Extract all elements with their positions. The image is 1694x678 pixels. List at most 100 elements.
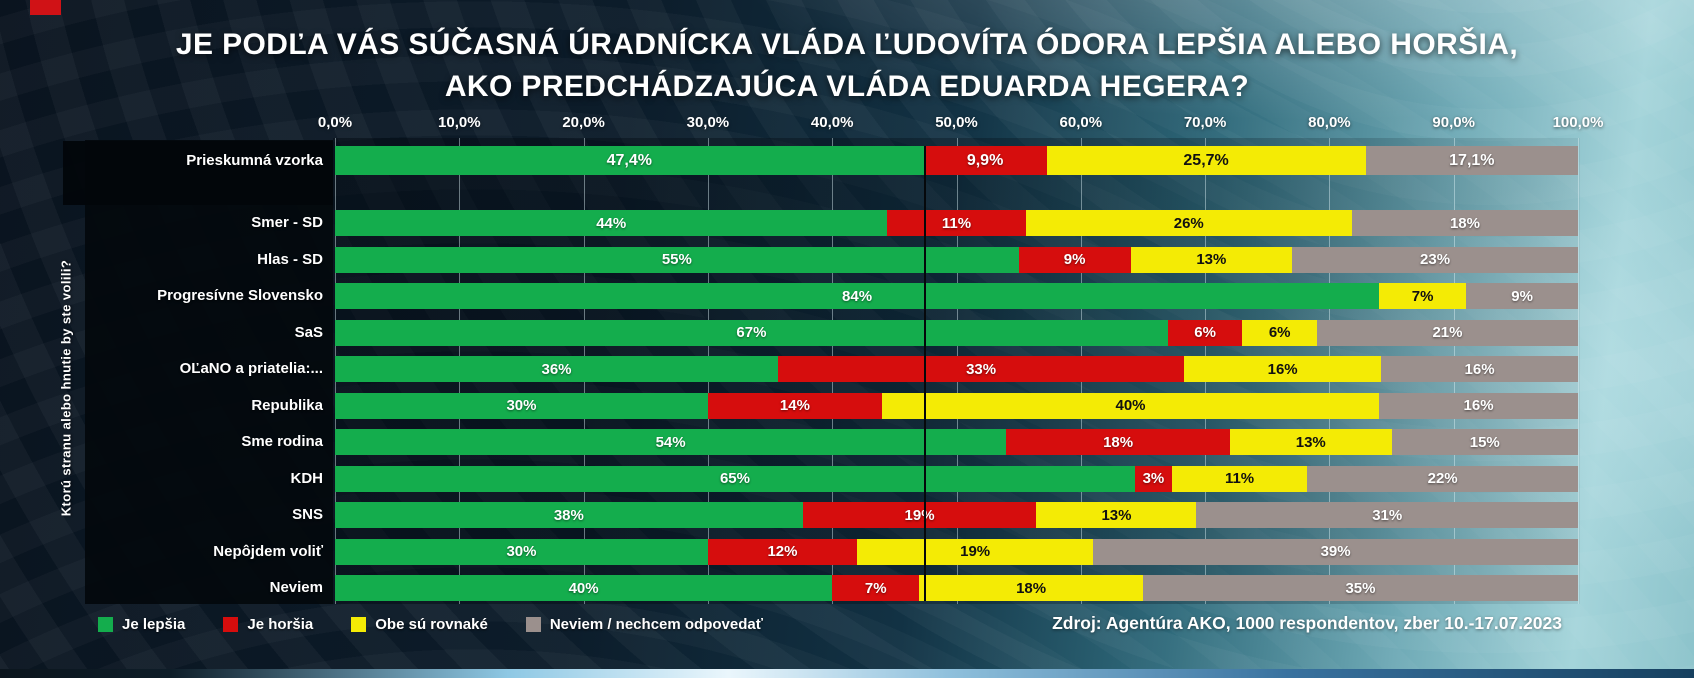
x-axis-tick-label: 50,0% xyxy=(935,114,978,131)
x-axis-tick-label: 80,0% xyxy=(1308,114,1351,131)
x-axis-tick-label: 70,0% xyxy=(1183,114,1227,131)
row-label: Sme rodina xyxy=(241,433,323,450)
bar-segment-4: 21% xyxy=(1316,319,1578,346)
bar-segment-1: 65% xyxy=(335,465,1135,492)
bar-row: 30% 14% 40% 16% xyxy=(335,392,1578,419)
segment-value: 22% xyxy=(1427,470,1458,487)
row-label: OĽaNO a priatelia:... xyxy=(179,360,323,377)
legend-item: Obe sú rovnaké xyxy=(351,616,488,633)
segment-value: 19% xyxy=(904,506,935,524)
segment-value: 9,9% xyxy=(966,151,1004,169)
bar-segment-1: 38% xyxy=(335,502,803,528)
bar-segment-4: 16% xyxy=(1381,356,1578,382)
gridline xyxy=(1578,138,1579,604)
bar-segment-1: 54% xyxy=(335,429,1007,455)
segment-value: 18% xyxy=(1103,433,1134,451)
segment-value: 17,1% xyxy=(1449,151,1495,169)
segment-value: 23% xyxy=(1420,251,1451,268)
legend-item: Je lepšia xyxy=(98,616,185,633)
segment-value: 18% xyxy=(1449,214,1480,232)
bar-segment-3: 7% xyxy=(1379,283,1467,309)
segment-value: 13% xyxy=(1196,251,1227,268)
segment-value: 30% xyxy=(506,543,537,560)
segment-value: 35% xyxy=(1345,579,1376,597)
bar-segment-3: 26% xyxy=(1025,210,1352,236)
chart-title: JE PODĽA VÁS SÚČASNÁ ÚRADNÍCKA VLÁDA ĽUD… xyxy=(0,24,1694,108)
bar-segment-1: 47,4% xyxy=(335,146,924,175)
bar-segment-3: 11% xyxy=(1171,465,1308,492)
bar-segment-4: 16% xyxy=(1379,392,1578,419)
bar-row: 65% 3% 11% 22% xyxy=(335,465,1578,492)
row-label: Neviem xyxy=(269,579,323,596)
bar-segment-2: 19% xyxy=(802,502,1037,528)
bar-row: 30% 12% 19% 39% xyxy=(335,538,1578,565)
bar-row: 36% 33% 16% 16% xyxy=(335,356,1578,382)
segment-value: 26% xyxy=(1173,214,1204,232)
segment-value: 7% xyxy=(864,579,887,597)
bar-segment-2: 33% xyxy=(778,356,1185,382)
sample-reference-line xyxy=(924,146,927,601)
segment-value: 40% xyxy=(568,579,599,597)
segment-value: 54% xyxy=(655,433,686,451)
bar-row: 47,4% 9,9% 25,7% 17,1% xyxy=(335,146,1578,175)
bar-segment-1: 84% xyxy=(335,283,1380,309)
segment-value: 13% xyxy=(1295,433,1326,451)
row-label: Smer - SD xyxy=(251,214,323,231)
bar-segment-2: 11% xyxy=(887,210,1026,236)
x-axis-tick-label: 20,0% xyxy=(562,114,605,131)
segment-value: 16% xyxy=(1463,397,1494,414)
segment-value: 11% xyxy=(941,214,972,232)
x-axis-tick-label: 90,0% xyxy=(1432,114,1475,131)
legend-label: Obe sú rovnaké xyxy=(375,616,488,633)
bar-segment-2: 9,9% xyxy=(923,146,1047,175)
bar-segment-4: 31% xyxy=(1196,502,1578,528)
segment-value: 7% xyxy=(1411,287,1434,305)
bar-segment-2: 7% xyxy=(832,575,920,601)
bar-segment-2: 14% xyxy=(707,392,882,419)
segment-value: 84% xyxy=(842,287,873,305)
segment-value: 30% xyxy=(506,397,537,414)
x-axis-tick-label: 0,0% xyxy=(317,114,353,131)
bar-segment-4: 18% xyxy=(1351,210,1578,236)
bar-segment-4: 17,1% xyxy=(1365,146,1578,175)
category-label-panel xyxy=(85,140,333,604)
bar-segment-3: 13% xyxy=(1130,246,1293,273)
segment-value: 44% xyxy=(596,214,627,232)
sample-label-panel xyxy=(63,141,333,205)
bar-segment-2: 3% xyxy=(1134,465,1172,492)
segment-value: 25,7% xyxy=(1183,151,1229,169)
segment-value: 6% xyxy=(1268,324,1291,341)
segment-value: 16% xyxy=(1464,360,1495,378)
segment-value: 15% xyxy=(1469,433,1500,451)
x-axis-tick-label: 10,0% xyxy=(438,114,481,131)
channel-logo-fragment xyxy=(30,0,61,15)
row-label: Prieskumná vzorka xyxy=(186,151,323,169)
segment-value: 65% xyxy=(719,470,750,487)
bar-segment-1: 67% xyxy=(335,319,1168,346)
bar-row: 40% 7% 18% 35% xyxy=(335,575,1578,601)
bar-segment-3: 25,7% xyxy=(1046,146,1366,175)
row-label: SaS xyxy=(294,323,323,341)
bar-segment-1: 44% xyxy=(335,210,888,236)
x-axis-tick-label: 100,0% xyxy=(1552,114,1604,131)
segment-value: 31% xyxy=(1372,506,1403,524)
legend-swatch xyxy=(223,617,239,632)
bar-segment-4: 22% xyxy=(1307,465,1578,492)
segment-value: 40% xyxy=(1115,397,1146,414)
bar-segment-2: 18% xyxy=(1006,429,1230,455)
bar-segment-3: 16% xyxy=(1184,356,1382,382)
legend-swatch xyxy=(525,617,541,632)
bar-segment-3: 19% xyxy=(857,538,1094,565)
segment-value: 12% xyxy=(767,543,798,560)
segment-value: 55% xyxy=(661,251,692,268)
segment-value: 9% xyxy=(1511,287,1533,305)
segment-value: 14% xyxy=(779,397,810,414)
bar-row: 84% 7% 9% xyxy=(335,283,1579,309)
legend-item: Neviem / nechcem odpovedať xyxy=(525,616,763,633)
x-axis-tick-label: 40,0% xyxy=(810,114,854,131)
title-line-2: AKO PREDCHÁDZAJÚCA VLÁDA EDUARDA HEGERA? xyxy=(444,70,1250,103)
bar-segment-3: 6% xyxy=(1242,319,1317,346)
legend-item: Je horšia xyxy=(223,616,313,633)
segment-value: 47,4% xyxy=(606,151,652,169)
